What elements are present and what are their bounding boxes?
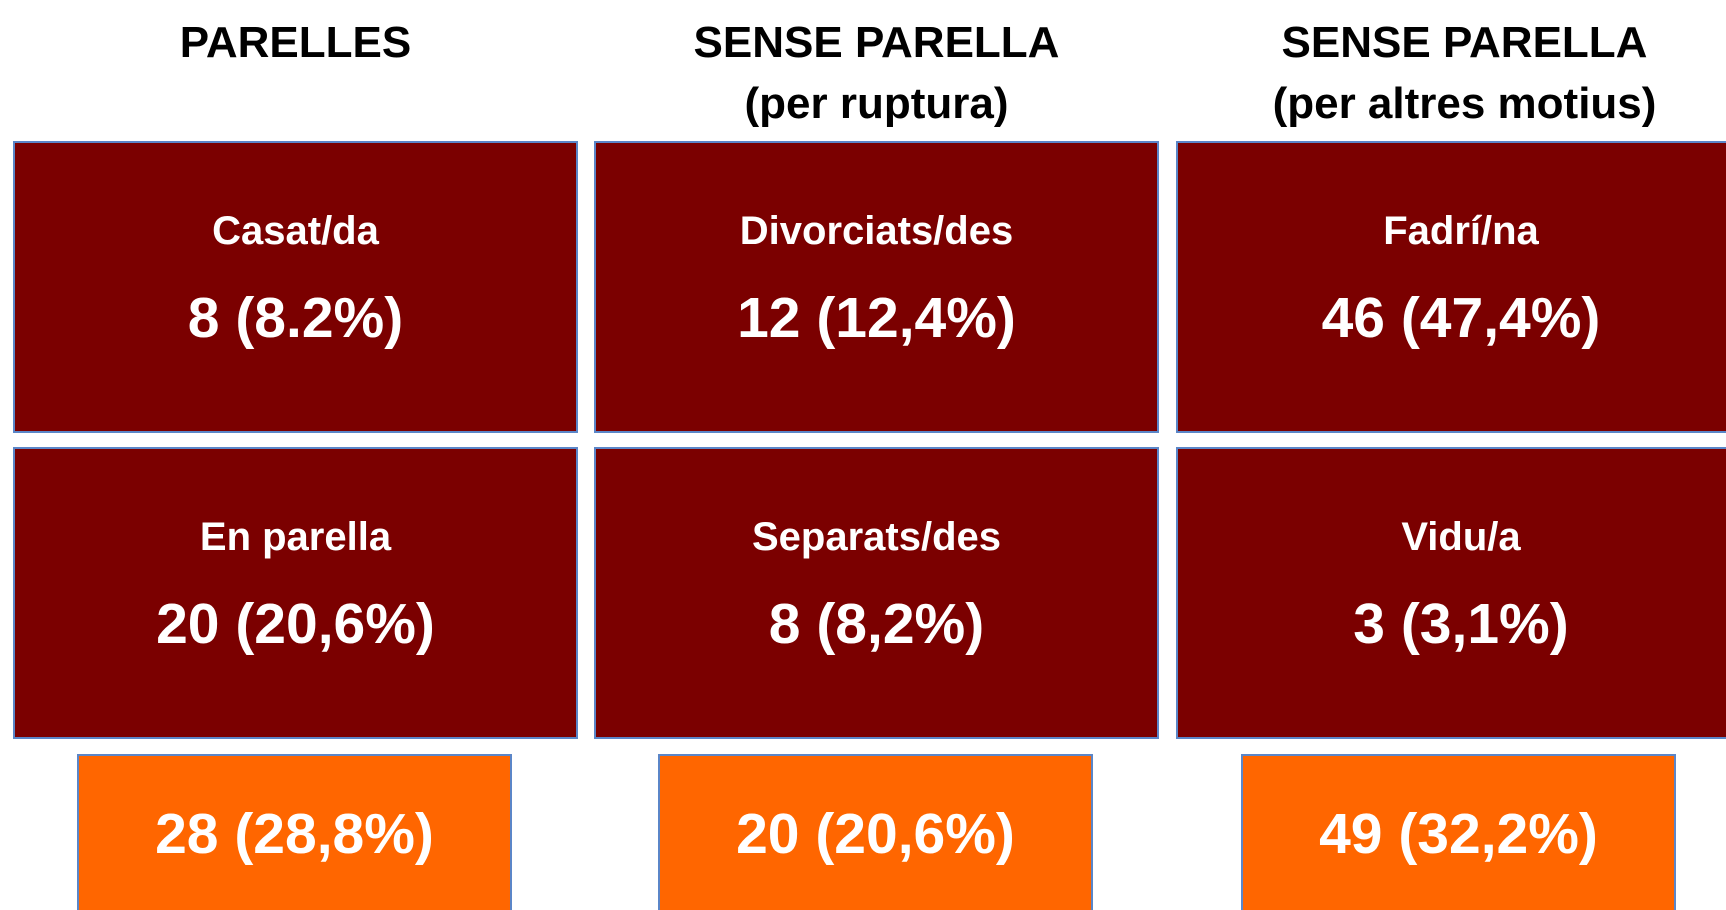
category-box: Vidu/a 3 (3,1%): [1176, 447, 1726, 739]
category-label: En parella: [199, 515, 392, 559]
category-value: 3 (3,1%): [1353, 592, 1569, 656]
total-value: 49 (32,2%): [1319, 802, 1598, 866]
category-label: Fadrí/na: [1383, 209, 1539, 253]
total-box: 28 (28,8%): [77, 754, 512, 910]
category-value: 12 (12,4%): [737, 286, 1016, 350]
total-value: 20 (20,6%): [736, 802, 1015, 866]
total-box: 20 (20,6%): [658, 754, 1093, 910]
category-value: 8 (8.2%): [187, 286, 404, 350]
column-header: SENSE PARELLA (per altres motius): [1165, 12, 1726, 134]
category-label: Separats/des: [751, 515, 1002, 559]
category-box: En parella 20 (20,6%): [13, 447, 578, 739]
category-box: Separats/des 8 (8,2%): [594, 447, 1159, 739]
column-header: SENSE PARELLA (per ruptura): [577, 12, 1177, 134]
category-value: 46 (47,4%): [1321, 286, 1601, 350]
category-label: Casat/da: [212, 209, 379, 253]
category-label: Vidu/a: [1401, 515, 1521, 559]
header-line: PARELLES: [179, 18, 412, 67]
category-box: Fadrí/na 46 (47,4%): [1176, 141, 1726, 433]
header-line: (per ruptura): [744, 79, 1009, 128]
category-label: Divorciats/des: [739, 209, 1014, 253]
header-line: SENSE PARELLA: [1281, 18, 1648, 67]
header-line: (per altres motius): [1272, 79, 1657, 128]
category-box: Divorciats/des 12 (12,4%): [594, 141, 1159, 433]
total-box: 49 (32,2%): [1241, 754, 1676, 910]
header-line: SENSE PARELLA: [693, 18, 1060, 67]
category-value: 20 (20,6%): [156, 592, 435, 656]
category-box: Casat/da 8 (8.2%): [13, 141, 578, 433]
total-value: 28 (28,8%): [155, 802, 434, 866]
column-header: PARELLES: [0, 12, 596, 73]
category-value: 8 (8,2%): [768, 592, 985, 656]
